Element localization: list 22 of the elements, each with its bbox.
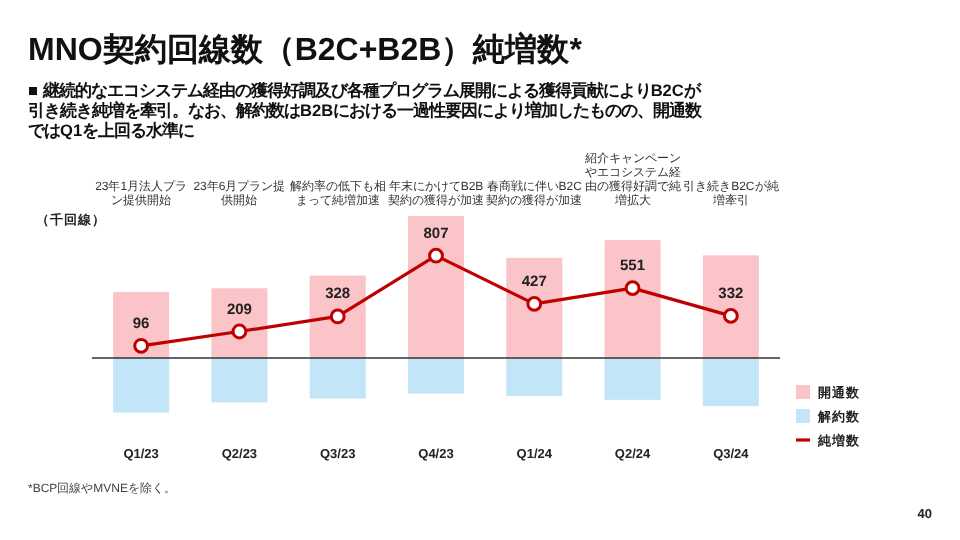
point: [133, 337, 150, 354]
bar: [506, 257, 563, 358]
point: [526, 295, 543, 312]
bar: [604, 358, 661, 400]
bar: [211, 358, 268, 403]
bar: [309, 358, 366, 399]
chart-title: MNO契約回線数（B2C+B2B）純増数*: [28, 30, 584, 68]
point: [329, 308, 346, 325]
chart-subtitle: ■ 継続的なエコシステム経由の獲得好調及び各種プログラム展開による獲得貢献によりB2Cが引き続き純増を牽引。なお、解約数はB2Bにおける一過性要因により増加したものの、開通数ではQ1を上回る水準に: [28, 80, 704, 140]
bar: [113, 292, 170, 358]
point: [624, 280, 641, 297]
point: [428, 247, 444, 264]
bar: [309, 275, 366, 358]
bar: [702, 255, 759, 358]
point: [722, 308, 739, 324]
bar: [113, 358, 170, 413]
point: [231, 323, 248, 340]
bar: [604, 240, 661, 358]
bar: [506, 358, 563, 397]
bar: [702, 358, 759, 407]
bar: [407, 358, 465, 394]
bar: [407, 216, 465, 358]
